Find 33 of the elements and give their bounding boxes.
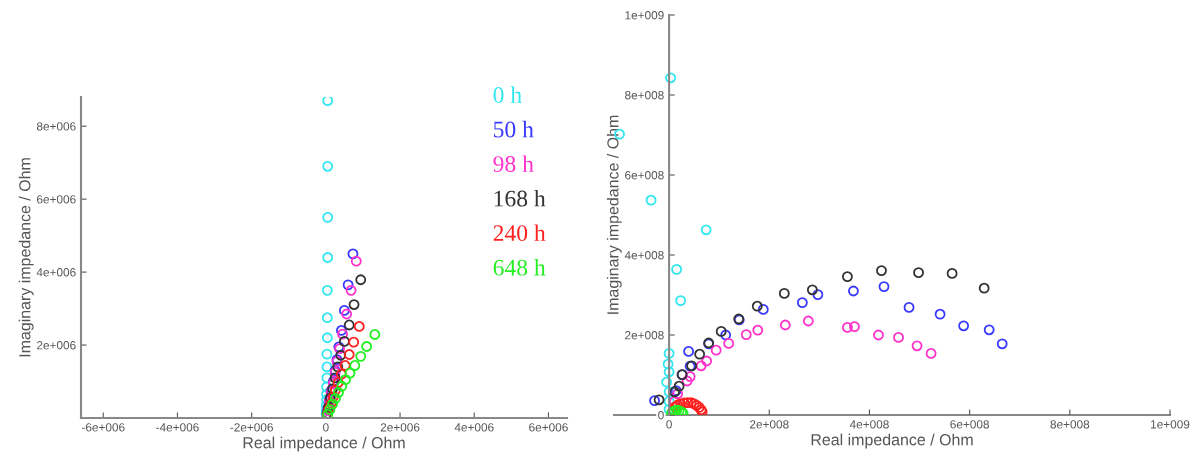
text: 0 h [493, 86, 522, 103]
x-tick-label: 6e+006 [529, 423, 568, 432]
text: 240 h [493, 224, 546, 242]
x-tick-label: 0 [323, 423, 329, 432]
x-tick-label: 1e+009 [1151, 420, 1190, 429]
text: 168 h [494, 189, 546, 207]
y-tick-label: 8e+006 [36, 122, 76, 131]
y-axis-title: Imaginary impedance / Ohm [606, 115, 622, 314]
x-tick-label: 6e+008 [950, 420, 989, 429]
x-tick-label: 0 [666, 420, 672, 429]
y-tick-label: 1e+009 [625, 11, 664, 20]
x-axis-title: Real impedance / Ohm [811, 433, 973, 449]
x-tick-label: 8e+008 [1050, 420, 1090, 429]
x-tick-label: -2e+006 [230, 423, 273, 432]
y-axis-title: Imaginary impedance / Ohm [18, 158, 34, 357]
y-tick-label: 6e+008 [625, 171, 664, 180]
text: 98 h [493, 155, 534, 172]
x-tick-label: -4e+006 [156, 423, 199, 432]
y-tick-label: 8e+008 [625, 91, 664, 100]
x-tick-label: 4e+006 [454, 423, 494, 432]
y-tick-label: 0 [658, 411, 664, 420]
y-tick-label: 2e+008 [625, 331, 664, 340]
x-tick-label: 2e+006 [380, 423, 420, 432]
text: 648 h [493, 259, 546, 276]
y-tick-label: 4e+008 [624, 251, 664, 260]
x-tick-label: 4e+008 [849, 420, 889, 429]
x-tick-label: 2e+008 [750, 420, 789, 429]
y-tick-label: 4e+006 [36, 268, 76, 277]
y-tick-label: 2e+006 [37, 341, 76, 350]
text: 50 h [494, 120, 534, 138]
x-tick-label: -6e+006 [81, 423, 125, 432]
x-axis-title: Real impedance / Ohm [243, 436, 405, 452]
y-tick-label: 6e+006 [37, 195, 76, 204]
